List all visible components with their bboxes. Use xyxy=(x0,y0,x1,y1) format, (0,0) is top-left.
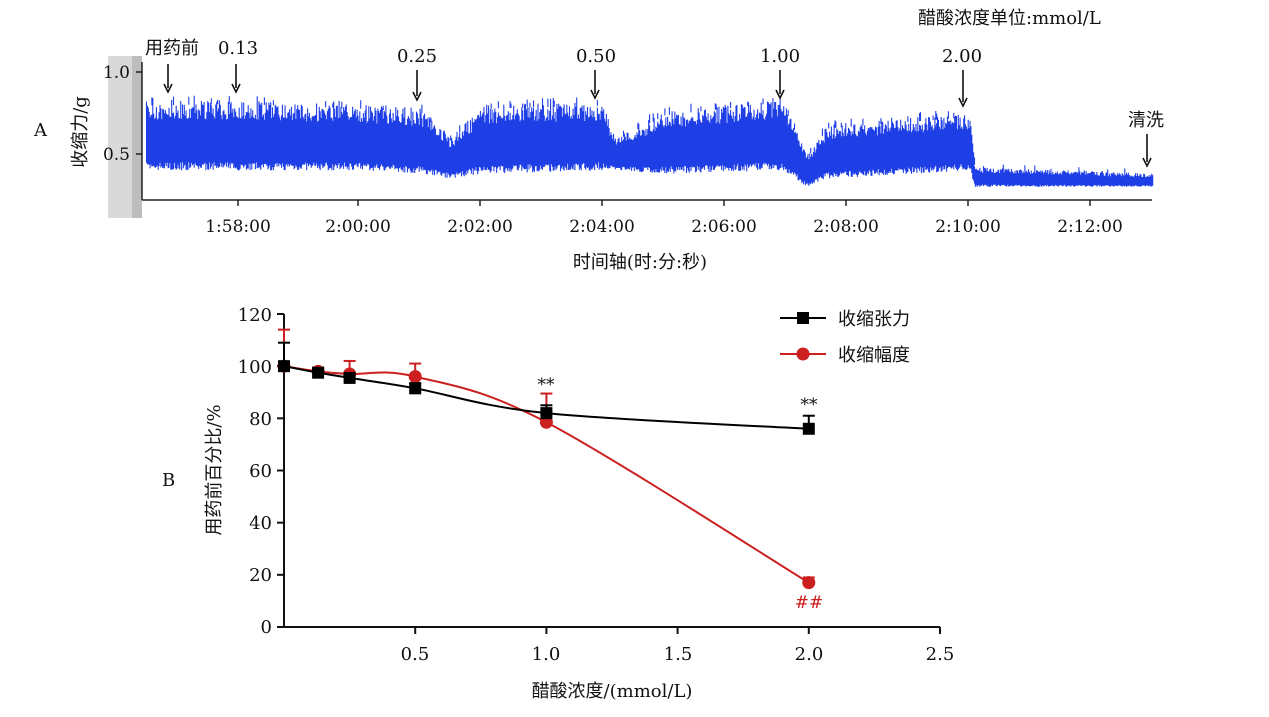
panel-b-xtick-label: 2.5 xyxy=(926,644,955,665)
dose-arrow-1 xyxy=(231,64,241,94)
data-point xyxy=(408,370,422,384)
legend: 收缩张力 收缩幅度 xyxy=(780,309,910,366)
panel-b-ytick-label: 0 xyxy=(261,617,272,638)
panel-a-y-label: 收缩力/g xyxy=(70,96,91,168)
data-point xyxy=(278,360,290,373)
series-tension xyxy=(278,341,815,435)
panel-b-y-label: 用药前百分比/% xyxy=(204,404,225,535)
panel-a-xtick-label: 2:10:00 xyxy=(935,217,1001,237)
sig-annotation-tension-1: ** xyxy=(538,375,556,395)
panel-b-xtick-label: 0.5 xyxy=(401,644,430,665)
data-point xyxy=(343,371,356,384)
legend-marker-amplitude xyxy=(796,347,810,361)
dose-arrow-4 xyxy=(775,70,785,100)
recorder-strip-edge xyxy=(132,56,142,218)
unit-note: 醋酸浓度单位:mmol/L xyxy=(918,8,1101,29)
arrow-label-200: 2.00 xyxy=(942,46,982,67)
data-point xyxy=(540,407,553,420)
panel-b-xtick-label: 2.0 xyxy=(795,644,824,665)
legend-label-tension: 收缩张力 xyxy=(838,309,910,330)
panel-b-x-label: 醋酸浓度/(mmol/L) xyxy=(532,681,693,702)
sig-annotation-tension-2: ** xyxy=(801,395,819,415)
data-point xyxy=(802,576,816,590)
data-point xyxy=(802,422,815,435)
panel-b-ytick-label: 40 xyxy=(249,513,272,534)
data-point xyxy=(312,366,325,379)
panel-b-ytick-label: 80 xyxy=(249,409,272,430)
panel-b-xtick-label: 1.0 xyxy=(532,644,561,665)
legend-label-amplitude: 收缩幅度 xyxy=(838,345,910,366)
panel-a-xtick-label: 2:08:00 xyxy=(813,217,879,237)
panel-a-x-label: 时间轴(时:分:秒) xyxy=(573,252,707,273)
panel-b-ytick-label: 20 xyxy=(249,565,272,586)
panel-b-ytick-label: 120 xyxy=(238,305,272,326)
contraction-trace xyxy=(145,95,1154,187)
arrow-label-050: 0.50 xyxy=(576,46,616,67)
dose-arrow-5 xyxy=(958,70,968,108)
dose-arrows xyxy=(163,64,1152,168)
panel-a-xtick-label: 2:02:00 xyxy=(447,217,513,237)
arrow-label-pre: 用药前 xyxy=(145,38,199,59)
panel-a-label: A xyxy=(33,120,48,141)
panel-b-ytick-label: 60 xyxy=(249,461,272,482)
panel-a-ytick-label-1: 1.0 xyxy=(103,63,130,83)
panel-a-xtick-label: 2:12:00 xyxy=(1057,217,1123,237)
arrow-label-013: 0.13 xyxy=(218,38,258,59)
legend-marker-tension xyxy=(797,312,809,324)
sig-annotation-amplitude: ## xyxy=(795,593,824,613)
panel-a-xtick-label: 2:04:00 xyxy=(569,217,635,237)
panel-b-label: B xyxy=(162,470,175,491)
arrow-label-025: 0.25 xyxy=(397,46,437,67)
panel-a-xtick-label: 1:58:00 xyxy=(205,217,271,237)
panel-b-xtick-label: 1.5 xyxy=(664,644,693,665)
dose-arrow-2 xyxy=(412,70,422,102)
arrow-label-100: 1.00 xyxy=(760,46,800,67)
panel-b-ytick-label: 100 xyxy=(238,357,272,378)
trace-signal xyxy=(145,95,1154,187)
series-layer xyxy=(277,328,816,590)
panel-a-xtick-label: 2:06:00 xyxy=(691,217,757,237)
arrow-label-wash: 清洗 xyxy=(1128,110,1164,131)
series-amplitude xyxy=(277,328,816,590)
panel-b: B 0 20 40 60 80 100 120 0.5 1.0 1.5 2.0 … xyxy=(162,305,954,702)
panel-a-xtick-label: 2:00:00 xyxy=(325,217,391,237)
dose-arrow-0 xyxy=(163,64,173,94)
panel-a: A 醋酸浓度单位:mmol/L 1.0 0.5 收缩力/g 1:58:00 2:… xyxy=(33,8,1164,273)
panel-a-ytick-label-05: 0.5 xyxy=(103,145,130,165)
panel-a-x-ticks xyxy=(237,200,1091,206)
data-point xyxy=(409,382,422,395)
dose-arrow-6 xyxy=(1142,134,1152,168)
dose-arrow-3 xyxy=(590,70,600,100)
